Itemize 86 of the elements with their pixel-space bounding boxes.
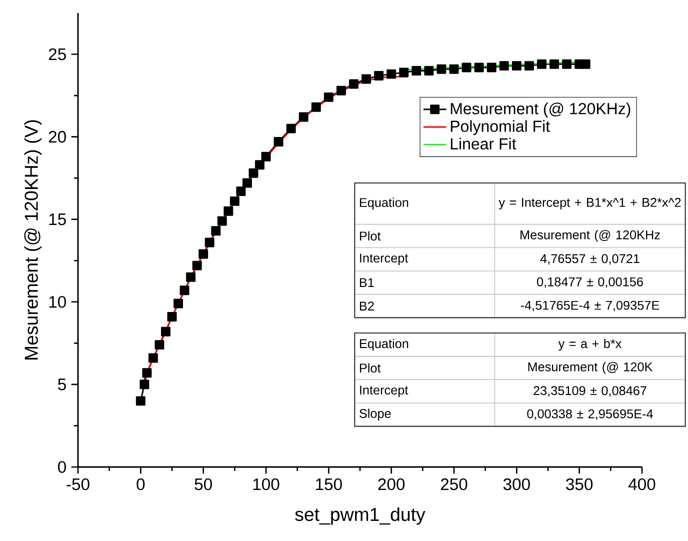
y-tick-label: 25 — [48, 48, 66, 60]
annotation: y = a + b*x — [558, 338, 622, 351]
x-tick-label: -50 — [66, 478, 90, 490]
point — [374, 70, 384, 80]
point — [462, 62, 472, 72]
y-tick-label: 0 — [58, 461, 66, 473]
point — [524, 61, 534, 71]
annotation: 0,18477 ± 0,00156 — [537, 277, 643, 288]
x-tick-label: 300 — [503, 478, 530, 490]
point — [217, 216, 227, 226]
point — [136, 396, 146, 406]
point — [161, 326, 170, 336]
x-axis-title: set_pwm1_duty — [295, 507, 426, 525]
x-tick-label: 0 — [136, 478, 145, 490]
point — [399, 68, 409, 78]
point — [424, 66, 434, 76]
annotation: Intercept — [360, 386, 408, 398]
point — [412, 66, 422, 76]
annotation: Mesurement (@ 120K — [528, 362, 653, 374]
point — [536, 59, 546, 69]
point — [248, 168, 258, 178]
point — [436, 64, 446, 74]
x-tick-label: 150 — [316, 478, 342, 490]
point — [224, 206, 234, 216]
annotation: Equation — [360, 198, 408, 210]
annotation: Mesurement (@ 120KHz — [520, 230, 660, 242]
point — [449, 64, 459, 74]
y-tick-label: 10 — [49, 296, 66, 308]
annotation: 4,76557 ± 0,0721 — [540, 254, 640, 265]
legend-label: Mesurement (@ 120KHz) — [450, 102, 630, 118]
point — [474, 62, 484, 72]
point — [255, 160, 264, 170]
point — [198, 249, 208, 259]
y-tick-label: 5 — [58, 378, 66, 390]
point — [180, 286, 190, 296]
point — [499, 61, 509, 71]
point — [550, 59, 559, 69]
legend-label: Linear Fit — [450, 138, 516, 150]
point — [174, 298, 184, 308]
x-tick-label: 200 — [378, 478, 405, 490]
annotation: Plot — [360, 363, 381, 373]
point — [512, 61, 522, 71]
point — [230, 196, 240, 206]
x-tick-label: 250 — [440, 478, 468, 490]
annotation: Equation — [360, 338, 408, 351]
point — [486, 62, 496, 72]
point — [142, 368, 152, 378]
point — [336, 86, 346, 96]
annotation: Plot — [360, 231, 381, 241]
point — [192, 260, 202, 270]
y-tick-label: 15 — [49, 214, 66, 226]
point — [154, 340, 164, 350]
point — [311, 102, 321, 112]
annotation: -4,51765E-4 ± 7,09357E — [520, 300, 660, 312]
point — [204, 238, 214, 248]
y-axis-title: Mesurement (@ 120KHz) (V) — [24, 120, 42, 360]
point — [349, 79, 358, 89]
annotation: y = Intercept + B1*x^1 + B2*x^2 — [498, 198, 681, 210]
point — [211, 226, 221, 236]
point — [324, 92, 334, 102]
point — [562, 59, 572, 69]
point — [298, 112, 308, 122]
point — [140, 380, 150, 390]
annotation: 23,35109 ± 0,08467 — [534, 386, 646, 397]
annotation: B2 — [360, 302, 374, 310]
point — [186, 272, 196, 282]
point — [386, 69, 396, 79]
point — [148, 353, 158, 363]
x-tick-label: 100 — [253, 478, 280, 490]
x-tick-label: 400 — [628, 478, 656, 490]
x-tick-label: 350 — [566, 478, 593, 490]
point — [261, 152, 271, 162]
annotation: Slope — [360, 408, 391, 420]
annotation: Intercept — [360, 254, 408, 266]
annotation: B1 — [360, 278, 374, 287]
legend-label: Polynomial Fit — [450, 120, 550, 136]
point — [362, 74, 371, 84]
point — [236, 186, 246, 196]
point — [286, 124, 296, 134]
point — [580, 59, 590, 69]
y-tick-label: 20 — [48, 130, 66, 143]
point — [242, 178, 252, 188]
point — [274, 137, 284, 146]
point — [167, 312, 177, 322]
x-tick-label: 50 — [194, 478, 212, 490]
annotation: 0,00338 ± 2,95695E-4 — [527, 409, 653, 420]
